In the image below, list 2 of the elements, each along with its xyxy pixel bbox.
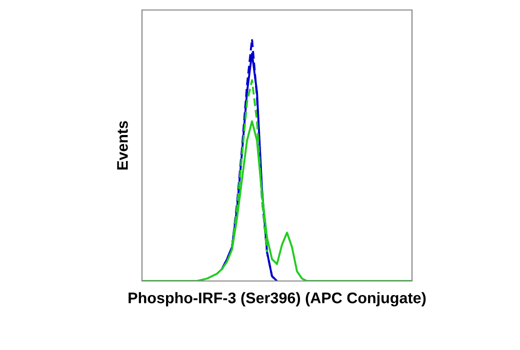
y-axis-title: Events — [117, 121, 128, 170]
x-axis-title: Phospho-IRF-3 (Ser396) (APC Conjugate) — [128, 292, 426, 306]
